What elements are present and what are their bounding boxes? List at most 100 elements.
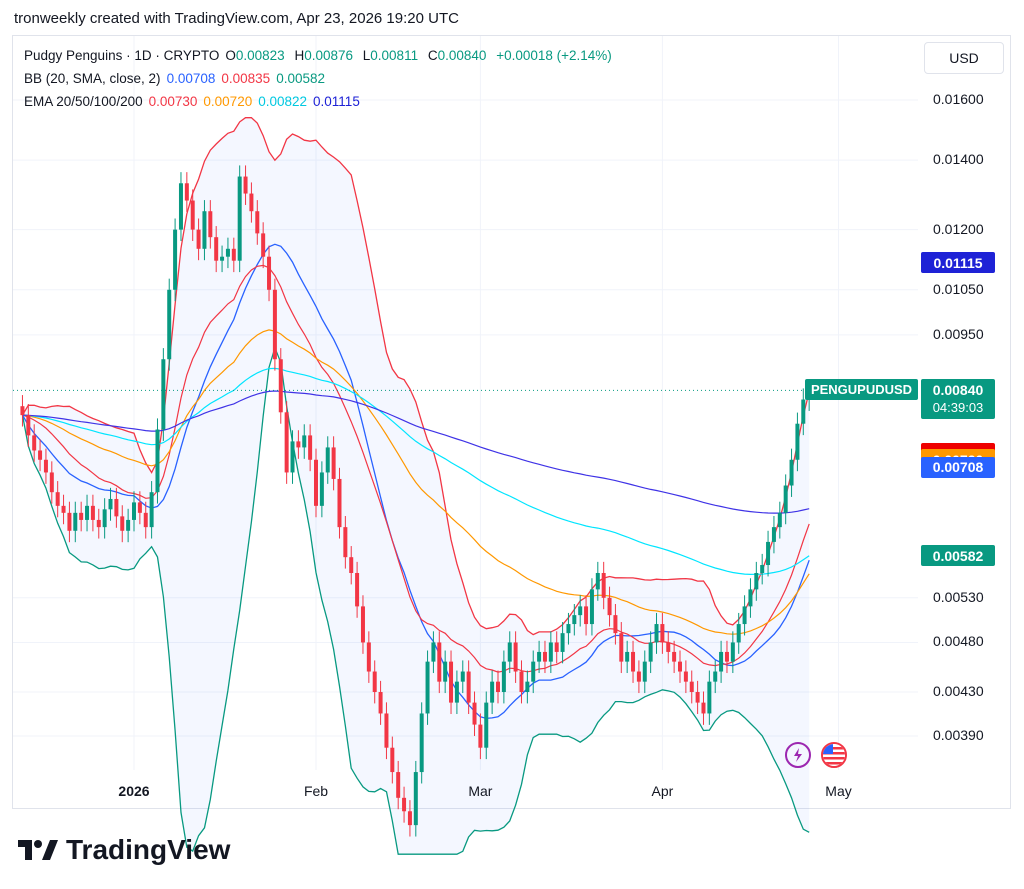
- candle-body: [272, 289, 277, 360]
- candle: [302, 424, 307, 459]
- candle: [789, 448, 794, 497]
- candle: [196, 218, 201, 261]
- candle-body: [296, 441, 301, 448]
- candle-body: [707, 681, 712, 714]
- candle-body: [666, 642, 671, 652]
- candle-body: [249, 193, 254, 212]
- candle-body: [255, 211, 260, 234]
- candle-body: [454, 681, 459, 703]
- candle-body: [161, 359, 166, 430]
- candle-body: [55, 492, 60, 506]
- candle: [554, 631, 559, 664]
- candle-body: [766, 541, 771, 566]
- candle-body: [748, 589, 753, 607]
- candle: [695, 680, 700, 715]
- candle: [284, 401, 289, 484]
- candle: [513, 631, 518, 683]
- candle: [613, 604, 618, 645]
- candle-body: [801, 399, 806, 424]
- lightning-icon[interactable]: [785, 742, 811, 768]
- candle-body: [190, 200, 195, 230]
- candle: [337, 467, 342, 539]
- last-value-badge: 0.00708: [921, 456, 995, 478]
- candle: [366, 631, 371, 683]
- candle: [566, 612, 571, 645]
- candle: [601, 561, 606, 610]
- legend-bb: BB (20, SMA, close, 2) 0.00708 0.00835 0.00…: [24, 71, 325, 86]
- candle: [43, 448, 48, 484]
- y-tick-label: 0.01600: [933, 91, 984, 107]
- candle: [102, 498, 107, 539]
- candle: [736, 612, 741, 654]
- candle-body: [795, 423, 800, 460]
- candle-body: [108, 498, 113, 510]
- candle: [572, 604, 577, 636]
- candle: [90, 494, 95, 532]
- candle-body: [566, 624, 571, 634]
- candle-body: [43, 459, 48, 473]
- candle-body: [26, 415, 31, 436]
- candle: [249, 182, 254, 223]
- candle-body: [695, 692, 700, 703]
- candle-body: [525, 681, 530, 693]
- candle: [319, 461, 324, 518]
- candle: [120, 505, 125, 543]
- candle: [795, 412, 800, 472]
- x-tick-label: 2026: [118, 783, 150, 799]
- legend-symbol: Pudgy Penguins · 1D · CRYPTO: [24, 48, 220, 63]
- candle: [255, 200, 260, 245]
- candle-body: [648, 642, 653, 662]
- candle-body: [719, 651, 724, 672]
- candle: [595, 561, 600, 601]
- candle-body: [402, 797, 407, 812]
- candle-body: [537, 651, 542, 662]
- candle: [220, 245, 225, 273]
- candle-body: [261, 233, 266, 257]
- legend-change: +0.00018 (+2.14%): [496, 48, 612, 63]
- candle: [771, 516, 776, 554]
- candle: [390, 736, 395, 784]
- candle: [132, 491, 136, 532]
- candle-body: [542, 651, 547, 662]
- candle-body: [501, 661, 506, 693]
- candle-body: [595, 572, 600, 590]
- candle: [636, 660, 641, 694]
- candle: [437, 631, 442, 694]
- candle-body: [601, 572, 606, 598]
- candle: [507, 631, 512, 674]
- candle-body: [225, 248, 230, 257]
- candle-body: [132, 502, 136, 520]
- candle: [61, 494, 66, 525]
- candle-body: [771, 527, 776, 542]
- candle: [349, 546, 354, 585]
- legend-ema: EMA 20/50/100/200 0.00730 0.00720 0.00822 0.…: [24, 94, 360, 109]
- candle: [49, 461, 54, 504]
- candle-body: [196, 229, 201, 249]
- candle-body: [449, 661, 454, 703]
- candle: [126, 508, 131, 543]
- currency-selector[interactable]: USD: [924, 42, 1004, 74]
- candle-body: [355, 572, 360, 607]
- us-flag-icon[interactable]: [821, 742, 847, 768]
- candle-body: [137, 502, 142, 513]
- ema200-line: [22, 390, 810, 514]
- candle: [484, 691, 489, 760]
- candle-body: [343, 527, 348, 558]
- candlesticks: [20, 165, 812, 837]
- candle: [190, 189, 195, 242]
- candle: [478, 713, 483, 760]
- candle-body: [290, 441, 295, 473]
- candle: [178, 172, 183, 242]
- candle-body: [67, 512, 72, 531]
- candle: [407, 800, 412, 837]
- bollinger-bands: [21, 116, 810, 855]
- candle-body: [208, 211, 213, 238]
- candle-body: [619, 633, 624, 662]
- candle-body: [237, 176, 242, 261]
- candle: [631, 640, 636, 683]
- candle-body: [173, 229, 178, 290]
- candle-body: [331, 447, 336, 479]
- candle-body: [337, 478, 342, 528]
- candle-body: [572, 615, 577, 625]
